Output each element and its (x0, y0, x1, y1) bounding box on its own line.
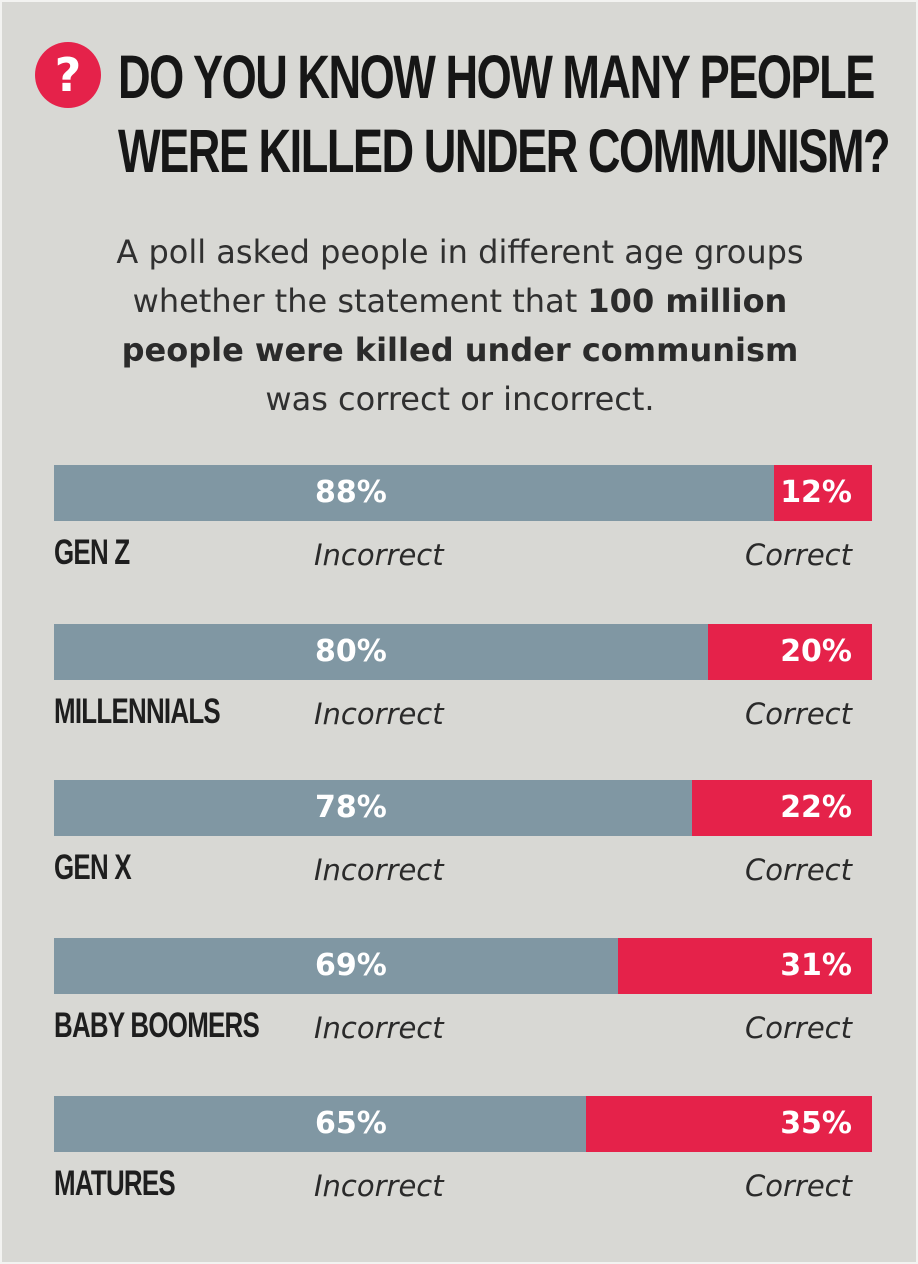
bar-segment-correct (618, 938, 872, 994)
title-line-1: DO YOU KNOW HOW MANY PEOPLE (118, 43, 875, 111)
bar-group: 88% 12% GEN Z Incorrect Correct (54, 465, 872, 575)
legend-label-correct: Correct (745, 697, 852, 731)
question-badge: ? (35, 42, 101, 108)
bar-segment-incorrect (54, 938, 618, 994)
subtitle: A poll asked people in different age gro… (60, 228, 860, 424)
category-label: MILLENNIALS (54, 692, 221, 731)
legend-label-correct: Correct (745, 1169, 852, 1203)
bar-group: 69% 31% BABY BOOMERS Incorrect Correct (54, 938, 872, 1048)
data-label-correct: 22% (780, 790, 852, 825)
subtitle-bold-statement: people were killed under communism (121, 331, 799, 369)
legend-label-correct: Correct (745, 853, 852, 887)
bar-group: 65% 35% MATURES Incorrect Correct (54, 1096, 872, 1206)
bar-group: 80% 20% MILLENNIALS Incorrect Correct (54, 624, 872, 734)
bar-segment-incorrect (54, 624, 708, 680)
bar-segment-incorrect (54, 465, 774, 521)
data-label-correct: 12% (780, 475, 852, 510)
subtitle-bold-number: 100 million (587, 282, 788, 320)
title-line-2: WERE KILLED UNDER COMMUNISM? (118, 117, 891, 185)
bar-segment-correct (586, 1096, 872, 1152)
bar-group: 78% 22% GEN X Incorrect Correct (54, 780, 872, 890)
stacked-bar: 69% 31% (54, 938, 872, 994)
category-label: BABY BOOMERS (54, 1006, 260, 1045)
page-title: DO YOU KNOW HOW MANY PEOPLE WERE KILLED … (118, 40, 891, 188)
data-label-incorrect: 88% (315, 475, 387, 510)
bar-segment-correct (708, 624, 872, 680)
subtitle-line-4: was correct or incorrect. (265, 380, 655, 418)
data-label-correct: 20% (780, 634, 852, 669)
bar-segment-incorrect (54, 1096, 586, 1152)
legend-label-incorrect: Incorrect (314, 538, 444, 572)
data-label-correct: 31% (780, 948, 852, 983)
legend-label-correct: Correct (745, 1011, 852, 1045)
stacked-bar: 88% 12% (54, 465, 872, 521)
legend-label-incorrect: Incorrect (314, 853, 444, 887)
category-label: MATURES (54, 1164, 176, 1203)
subtitle-line-2: whether the statement that (132, 282, 588, 320)
data-label-incorrect: 80% (315, 634, 387, 669)
bar-segment-correct (774, 465, 872, 521)
legend-label-correct: Correct (745, 538, 852, 572)
question-icon: ? (54, 48, 82, 102)
bar-segment-incorrect (54, 780, 692, 836)
category-label: GEN X (54, 848, 132, 887)
subtitle-line-1: A poll asked people in different age gro… (116, 233, 804, 271)
bar-segment-correct (692, 780, 872, 836)
stacked-bar: 78% 22% (54, 780, 872, 836)
data-label-incorrect: 69% (315, 948, 387, 983)
stacked-bar: 80% 20% (54, 624, 872, 680)
legend-label-incorrect: Incorrect (314, 1011, 444, 1045)
legend-label-incorrect: Incorrect (314, 697, 444, 731)
data-label-correct: 35% (780, 1106, 852, 1141)
category-label: GEN Z (54, 533, 130, 572)
legend-label-incorrect: Incorrect (314, 1169, 444, 1203)
stacked-bar: 65% 35% (54, 1096, 872, 1152)
data-label-incorrect: 78% (315, 790, 387, 825)
data-label-incorrect: 65% (315, 1106, 387, 1141)
